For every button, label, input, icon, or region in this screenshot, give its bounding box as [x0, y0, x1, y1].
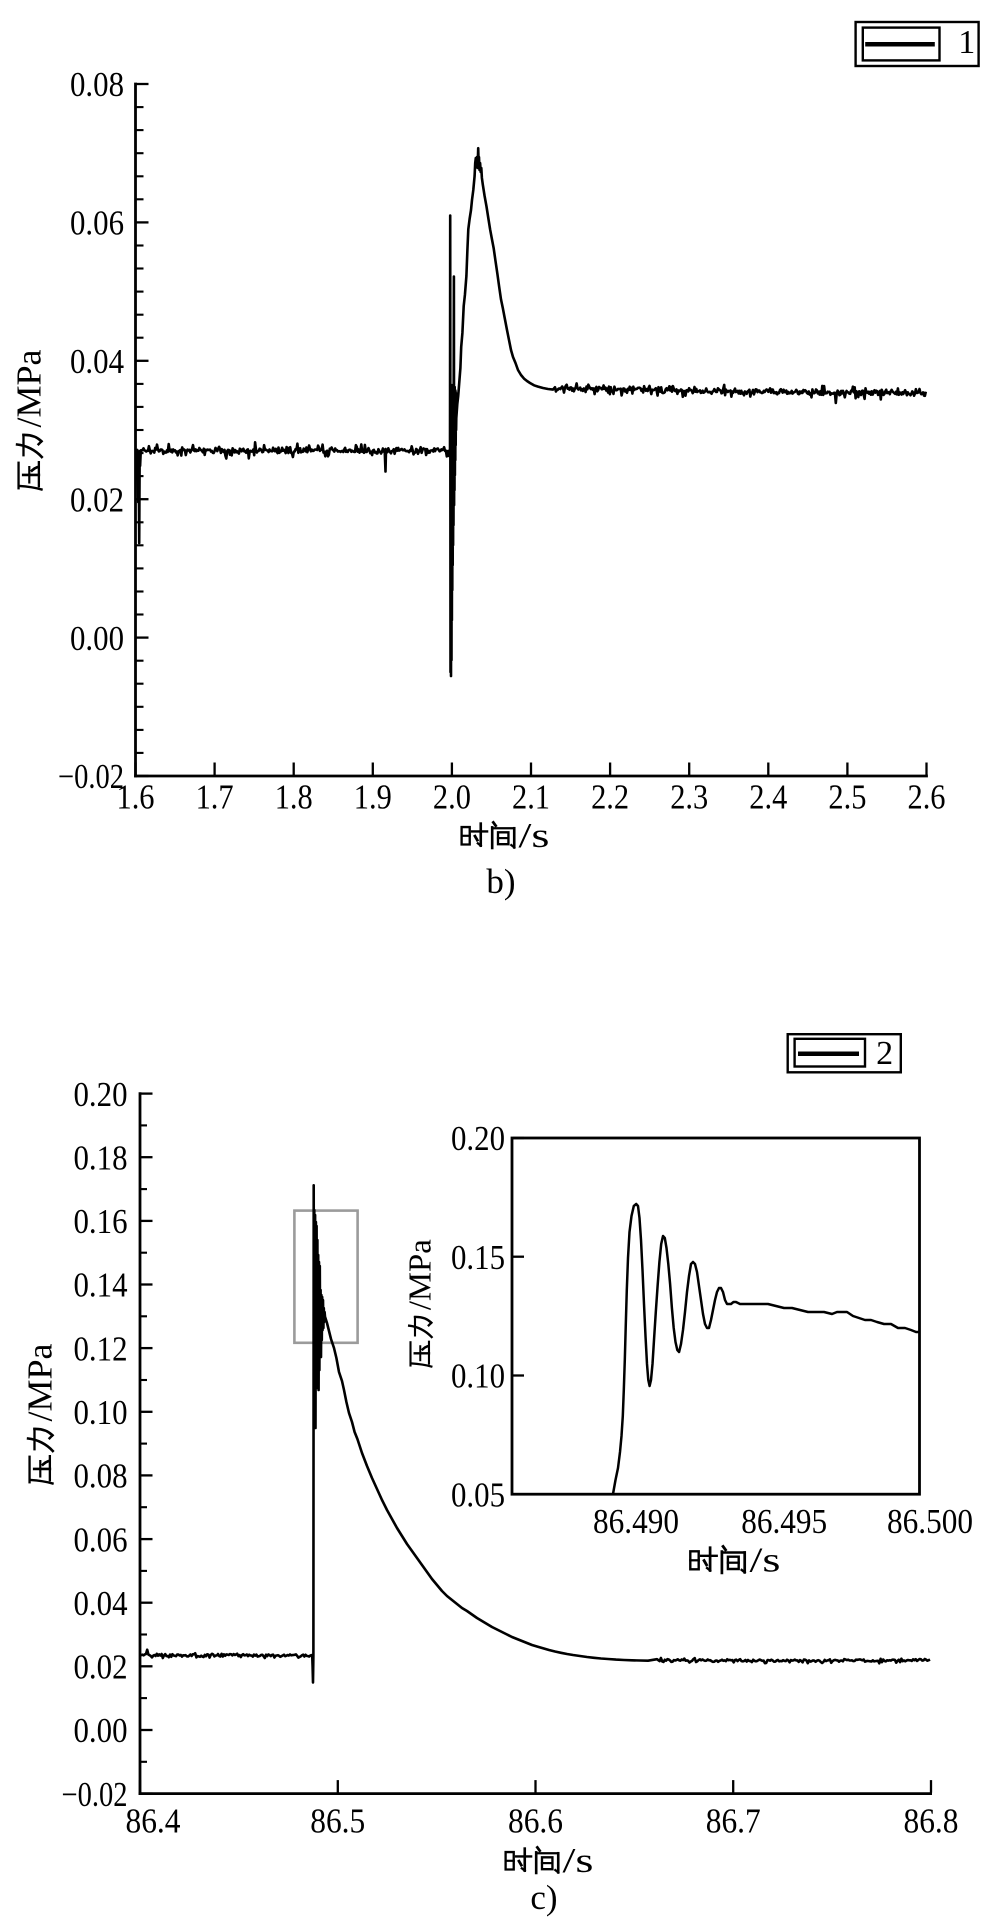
svg-text:86.495: 86.495	[741, 1502, 827, 1541]
svg-text:0.06: 0.06	[70, 204, 124, 243]
svg-text:−0.02: −0.02	[62, 1775, 128, 1814]
svg-text:2.3: 2.3	[670, 778, 708, 817]
svg-text:86.5: 86.5	[310, 1802, 365, 1841]
svg-text:0.20: 0.20	[74, 1075, 128, 1114]
svg-text:86.4: 86.4	[126, 1802, 181, 1841]
svg-text:86.8: 86.8	[904, 1802, 959, 1841]
svg-text:2.0: 2.0	[433, 778, 471, 817]
svg-text:0.04: 0.04	[70, 342, 124, 381]
svg-text:86.490: 86.490	[593, 1502, 679, 1541]
svg-text:0.18: 0.18	[74, 1138, 128, 1177]
svg-text:−0.02: −0.02	[58, 757, 124, 796]
svg-text:0.02: 0.02	[74, 1648, 128, 1687]
svg-text:1.9: 1.9	[354, 778, 392, 817]
svg-text:0.05: 0.05	[451, 1475, 505, 1514]
svg-text:/MPa: /MPa	[402, 1239, 437, 1310]
svg-text:b): b)	[486, 862, 515, 901]
svg-text:/MPa: /MPa	[10, 349, 49, 427]
svg-text:1: 1	[958, 24, 975, 61]
svg-text:0.00: 0.00	[70, 619, 124, 658]
svg-text:2.6: 2.6	[908, 778, 946, 817]
svg-text:0.08: 0.08	[70, 65, 124, 104]
svg-text:c): c)	[530, 1878, 557, 1917]
svg-text:1.7: 1.7	[196, 778, 234, 817]
svg-text:86.7: 86.7	[706, 1802, 761, 1841]
svg-text:1.6: 1.6	[117, 778, 155, 817]
svg-text:/s: /s	[750, 1541, 781, 1580]
svg-text:0.10: 0.10	[74, 1393, 128, 1432]
svg-text:86.500: 86.500	[887, 1502, 973, 1541]
svg-text:0.08: 0.08	[74, 1457, 128, 1496]
svg-text:0.02: 0.02	[70, 480, 124, 519]
svg-text:0.14: 0.14	[74, 1266, 128, 1305]
svg-text:0.06: 0.06	[74, 1520, 128, 1559]
svg-text:2.1: 2.1	[512, 778, 550, 817]
svg-text:0.12: 0.12	[74, 1329, 128, 1368]
svg-text:0.15: 0.15	[451, 1238, 505, 1277]
svg-text:0.00: 0.00	[74, 1711, 128, 1750]
svg-text:/s: /s	[519, 816, 550, 855]
svg-text:0.04: 0.04	[74, 1584, 128, 1623]
svg-text:2.5: 2.5	[828, 778, 866, 817]
svg-text:2: 2	[876, 1035, 893, 1072]
svg-text:0.20: 0.20	[451, 1119, 505, 1158]
svg-text:1.8: 1.8	[275, 778, 313, 817]
svg-text:2.4: 2.4	[749, 778, 787, 817]
svg-text:/s: /s	[563, 1841, 594, 1880]
svg-text:0.16: 0.16	[74, 1202, 128, 1241]
svg-text:2.2: 2.2	[591, 778, 629, 817]
svg-text:/MPa: /MPa	[21, 1343, 60, 1421]
svg-text:0.10: 0.10	[451, 1357, 505, 1396]
svg-text:86.6: 86.6	[508, 1802, 563, 1841]
